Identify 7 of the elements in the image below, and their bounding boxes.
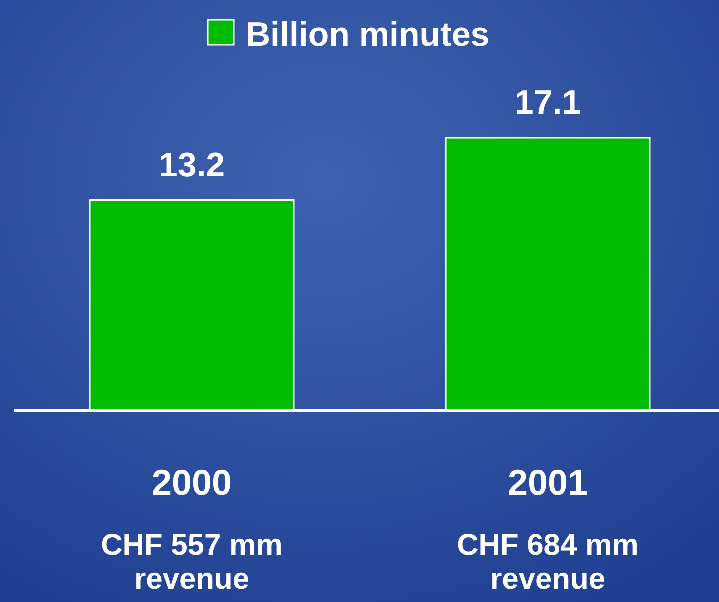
x-tick-label: 2001	[508, 462, 588, 503]
legend-label: Billion minutes	[246, 16, 490, 54]
text: CHF 557 mm revenue	[101, 529, 283, 596]
text: CHF 684 mm revenue	[457, 529, 639, 596]
data-label: 17.1	[514, 84, 582, 122]
data-label: 13.2	[158, 146, 226, 184]
x-tick-label: 2000	[152, 462, 232, 503]
